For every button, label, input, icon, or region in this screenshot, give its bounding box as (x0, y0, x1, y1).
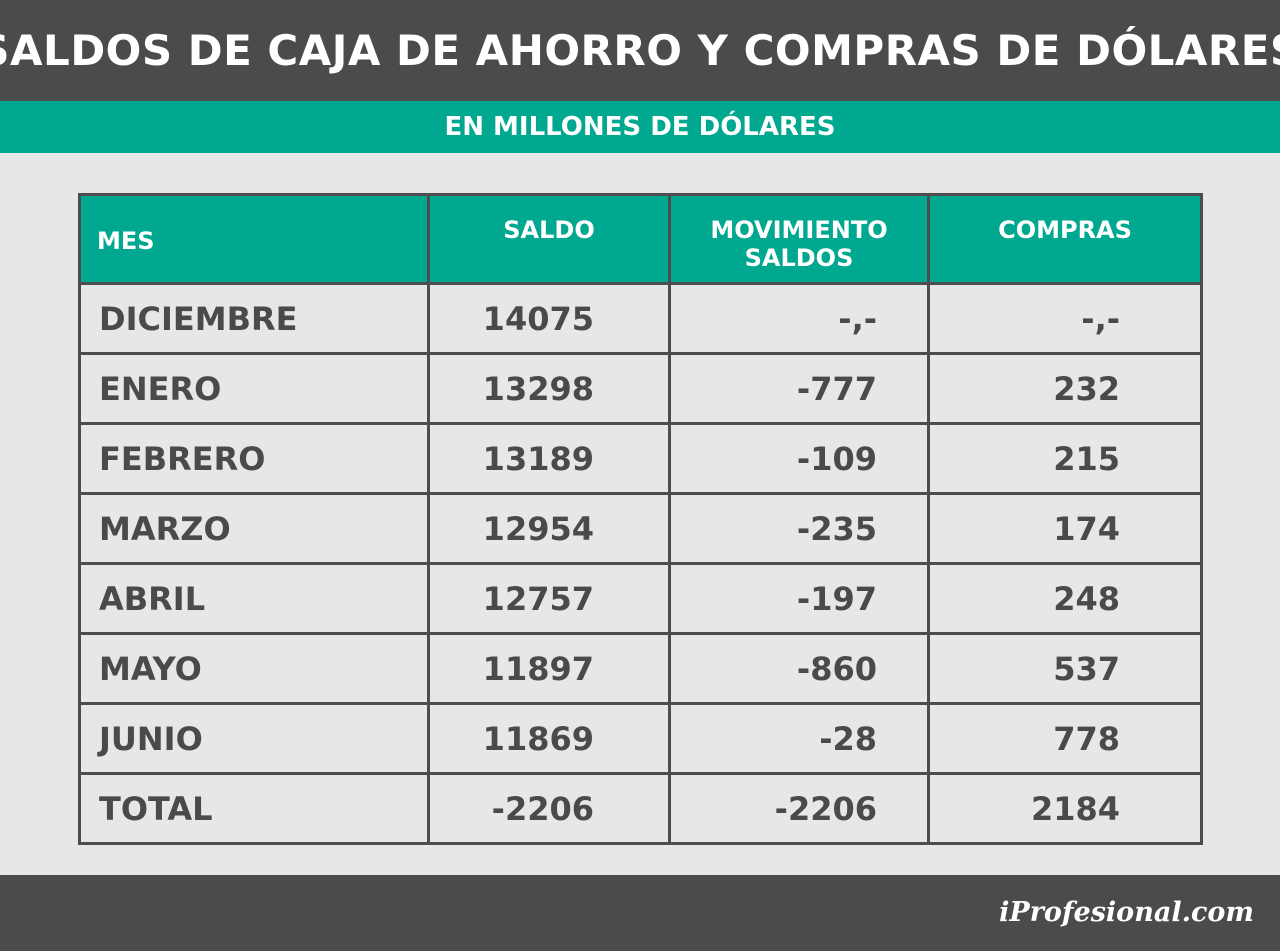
chart-subtitle: EN MILLONES DE DÓLARES (0, 101, 1280, 153)
cell-saldo: 13298 (427, 352, 671, 425)
cell-mes: ABRIL (78, 562, 430, 635)
cell-compras: -,- (927, 282, 1203, 355)
chart-title: SALDOS DE CAJA DE AHORRO Y COMPRAS DE DÓ… (0, 0, 1280, 101)
cell-mov: -,- (668, 282, 930, 355)
column-header-compras: COMPRAS (927, 193, 1203, 285)
cell-saldo: 14075 (427, 282, 671, 355)
cell-mov: -2206 (668, 772, 930, 845)
header-row: MES SALDO MOVIMIENTO SALDOS COMPRAS (78, 193, 1203, 285)
cell-mes: MAYO (78, 632, 430, 705)
data-table-container: MES SALDO MOVIMIENTO SALDOS COMPRAS DICIEMBR… (78, 193, 1203, 845)
cell-mes: FEBRERO (78, 422, 430, 495)
table-body: DICIEMBRE 14075 -,- -,- ENERO 13298 -777 232 FEB… (78, 282, 1203, 845)
table-row: ENERO 13298 -777 232 (78, 352, 1203, 425)
table-row: MAYO 11897 -860 537 (78, 632, 1203, 705)
brand-logo: iProfesional.com (999, 897, 1254, 928)
table-row: ABRIL 12757 -197 248 (78, 562, 1203, 635)
table-row: JUNIO 11869 -28 778 (78, 702, 1203, 775)
column-header-mov: MOVIMIENTO SALDOS (668, 193, 930, 285)
cell-mes: TOTAL (78, 772, 430, 845)
cell-compras: 537 (927, 632, 1203, 705)
cell-mov: -235 (668, 492, 930, 565)
cell-mov: -197 (668, 562, 930, 635)
cell-compras: 2184 (927, 772, 1203, 845)
cell-mes: DICIEMBRE (78, 282, 430, 355)
cell-saldo: -2206 (427, 772, 671, 845)
cell-compras: 174 (927, 492, 1203, 565)
cell-saldo: 12757 (427, 562, 671, 635)
column-header-mes: MES (78, 193, 430, 285)
table-row: TOTAL -2206 -2206 2184 (78, 772, 1203, 845)
cell-mes: MARZO (78, 492, 430, 565)
cell-mes: ENERO (78, 352, 430, 425)
data-table: MES SALDO MOVIMIENTO SALDOS COMPRAS DICIEMBR… (78, 193, 1203, 845)
cell-mov: -28 (668, 702, 930, 775)
cell-mes: JUNIO (78, 702, 430, 775)
table-row: DICIEMBRE 14075 -,- -,- (78, 282, 1203, 355)
cell-mov: -777 (668, 352, 930, 425)
cell-compras: 232 (927, 352, 1203, 425)
cell-saldo: 13189 (427, 422, 671, 495)
cell-compras: 215 (927, 422, 1203, 495)
footer-bar: iProfesional.com (0, 875, 1280, 951)
table-header: MES SALDO MOVIMIENTO SALDOS COMPRAS (78, 193, 1203, 285)
cell-saldo: 12954 (427, 492, 671, 565)
column-header-saldo: SALDO (427, 193, 671, 285)
cell-saldo: 11869 (427, 702, 671, 775)
cell-compras: 778 (927, 702, 1203, 775)
table-row: FEBRERO 13189 -109 215 (78, 422, 1203, 495)
table-row: MARZO 12954 -235 174 (78, 492, 1203, 565)
cell-mov: -860 (668, 632, 930, 705)
cell-mov: -109 (668, 422, 930, 495)
cell-compras: 248 (927, 562, 1203, 635)
cell-saldo: 11897 (427, 632, 671, 705)
